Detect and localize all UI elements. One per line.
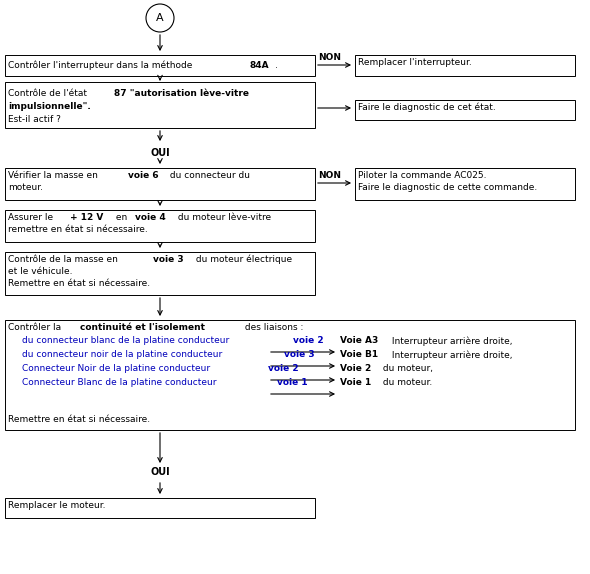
Text: voie 2: voie 2: [268, 364, 299, 373]
Text: du connecteur du: du connecteur du: [167, 171, 250, 180]
Text: du connecteur noir de la platine conducteur: du connecteur noir de la platine conduct…: [22, 350, 225, 359]
Bar: [5, 210, 315, 242]
Text: Faire le diagnostic de cet état.: Faire le diagnostic de cet état.: [358, 103, 496, 113]
Text: voie 3: voie 3: [153, 255, 184, 264]
Text: Connecteur Noir de la platine conducteur: Connecteur Noir de la platine conducteur: [22, 364, 213, 373]
Text: Est-il actif ?: Est-il actif ?: [8, 115, 61, 124]
Text: Piloter la commande AC025.: Piloter la commande AC025.: [358, 171, 487, 180]
Text: OUI: OUI: [150, 148, 170, 158]
Text: Remplacer le moteur.: Remplacer le moteur.: [8, 501, 106, 510]
Text: du moteur.: du moteur.: [381, 378, 432, 387]
Text: NON: NON: [319, 171, 342, 180]
Bar: [355, 168, 575, 200]
Text: du connecteur blanc de la platine conducteur: du connecteur blanc de la platine conduc…: [22, 336, 232, 345]
Text: Contrôler la: Contrôler la: [8, 323, 64, 332]
Text: .: .: [275, 61, 278, 70]
Text: OUI: OUI: [150, 467, 170, 477]
Bar: [5, 498, 315, 518]
Bar: [5, 82, 315, 128]
Text: remettre en état si nécessaire.: remettre en état si nécessaire.: [8, 225, 147, 234]
Text: 84A: 84A: [250, 61, 269, 70]
Bar: [5, 168, 315, 200]
Text: Voie B1: Voie B1: [340, 350, 378, 359]
Text: Voie 2: Voie 2: [340, 364, 371, 373]
Text: Contrôle de la masse en: Contrôle de la masse en: [8, 255, 121, 264]
Text: Voie A3: Voie A3: [340, 336, 378, 345]
Bar: [355, 100, 575, 120]
Text: Remplacer l'interrupteur.: Remplacer l'interrupteur.: [358, 58, 472, 67]
Text: Voie 1: Voie 1: [340, 378, 371, 387]
Text: 87 "autorisation lève-vitre: 87 "autorisation lève-vitre: [114, 89, 248, 98]
Text: voie 2: voie 2: [293, 336, 324, 345]
Text: Contrôle de l'état: Contrôle de l'état: [8, 89, 90, 98]
Text: voie 4: voie 4: [135, 213, 166, 222]
Text: du moteur électrique: du moteur électrique: [193, 255, 292, 265]
Text: des liaisons :: des liaisons :: [241, 323, 303, 332]
Text: Faire le diagnostic de cette commande.: Faire le diagnostic de cette commande.: [358, 183, 537, 192]
Text: et le véhicule.: et le véhicule.: [8, 267, 73, 276]
Text: continuité et l'isolement: continuité et l'isolement: [80, 323, 205, 332]
Text: Remettre en état si nécessaire.: Remettre en état si nécessaire.: [8, 415, 150, 424]
Bar: [5, 320, 575, 430]
Bar: [5, 252, 315, 295]
Text: en: en: [113, 213, 130, 222]
Text: Assurer le: Assurer le: [8, 213, 56, 222]
Text: du moteur lève-vitre: du moteur lève-vitre: [175, 213, 271, 222]
Text: Contrôler l'interrupteur dans la méthode: Contrôler l'interrupteur dans la méthode: [8, 61, 195, 70]
Text: Remettre en état si nécessaire.: Remettre en état si nécessaire.: [8, 279, 150, 288]
Text: NON: NON: [319, 53, 342, 62]
Text: voie 1: voie 1: [277, 378, 307, 387]
Text: Vérifier la masse en: Vérifier la masse en: [8, 171, 101, 180]
Text: Interrupteur arrière droite,: Interrupteur arrière droite,: [389, 350, 513, 359]
Text: impulsionnelle".: impulsionnelle".: [8, 102, 91, 111]
Text: moteur.: moteur.: [8, 183, 43, 192]
Text: A: A: [156, 13, 164, 23]
Text: + 12 V: + 12 V: [70, 213, 103, 222]
Text: voie 3: voie 3: [284, 350, 314, 359]
Bar: [355, 55, 575, 76]
Text: du moteur,: du moteur,: [381, 364, 433, 373]
Text: Connecteur Blanc de la platine conducteur: Connecteur Blanc de la platine conducteu…: [22, 378, 219, 387]
Bar: [5, 55, 315, 76]
Text: Interrupteur arrière droite,: Interrupteur arrière droite,: [389, 336, 513, 346]
Text: voie 6: voie 6: [127, 171, 158, 180]
